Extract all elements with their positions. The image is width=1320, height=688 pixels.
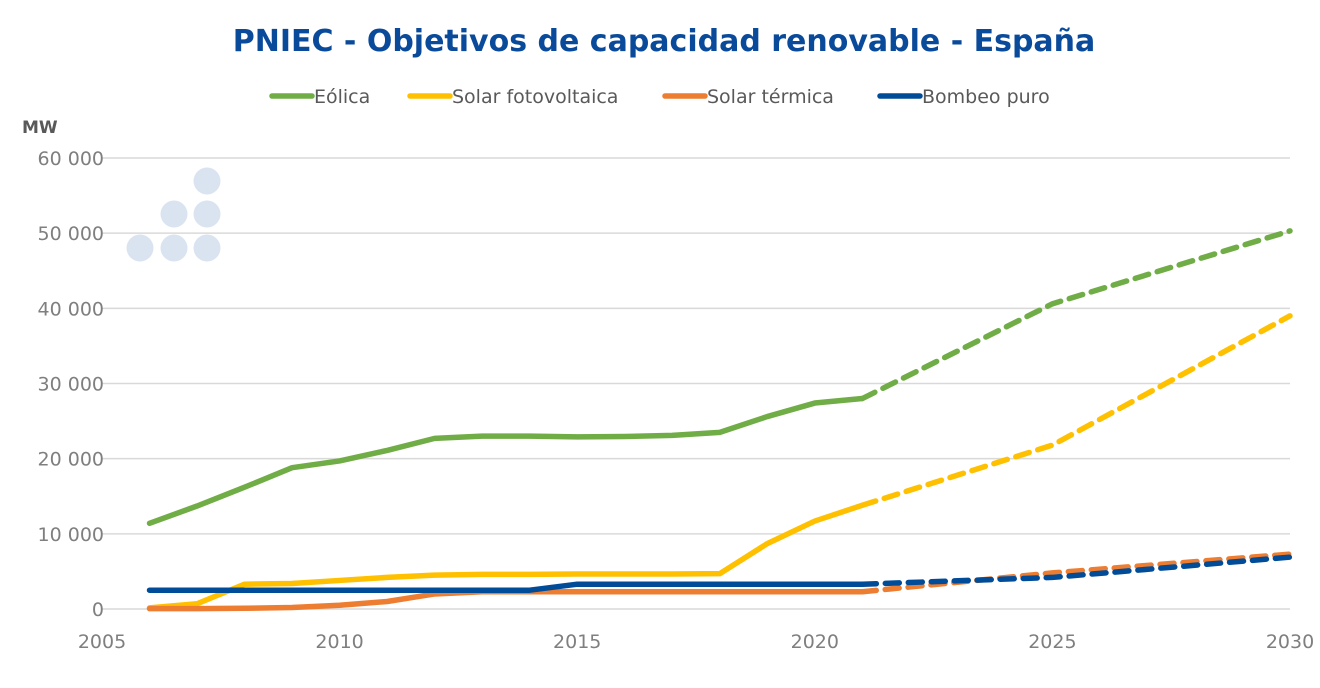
gridlines — [102, 157, 1290, 610]
logo-dot — [160, 200, 188, 228]
legend-item: Solar fotovoltaica — [407, 86, 618, 108]
legend-item: Eólica — [269, 86, 370, 108]
x-axis-ticks: 2005 2010 2015 2020 2025 2030 — [78, 631, 1314, 653]
series-line-projection-1 — [859, 313, 1293, 509]
y-tick-label: 40 000 — [38, 298, 104, 320]
y-axis-ticks: 0 10 000 20 000 30 000 40 000 50 000 60 000 — [38, 148, 104, 621]
legend: Eólica Solar fotovoltaica Solar térmica Bom… — [269, 86, 1050, 108]
dots-logo-icon — [126, 167, 221, 262]
y-tick-label: 60 000 — [38, 148, 104, 170]
chart-title: PNIEC - Objetivos de capacidad renovable… — [233, 24, 1096, 59]
logo-dot — [193, 200, 221, 228]
logo-dot — [126, 234, 154, 262]
x-tick-label: 2030 — [1266, 631, 1314, 653]
x-tick-label: 2005 — [78, 631, 126, 653]
series-line-historical-2 — [146, 588, 866, 612]
legend-label: Solar fotovoltaica — [452, 86, 618, 108]
x-tick-label: 2025 — [1028, 631, 1076, 653]
legend-item: Solar térmica — [662, 86, 834, 108]
y-tick-label: 30 000 — [38, 374, 104, 396]
series-line-projection-3 — [859, 554, 1293, 587]
series-line-historical-0 — [146, 395, 866, 527]
y-tick-label: 10 000 — [38, 524, 104, 546]
legend-label: Bombeo puro — [922, 86, 1050, 108]
x-tick-label: 2015 — [553, 631, 601, 653]
series-line-projection-0 — [859, 228, 1293, 402]
y-tick-label: 0 — [92, 599, 104, 621]
logo-dot — [193, 167, 221, 195]
logo-dot — [193, 234, 221, 262]
series-lines — [146, 228, 1293, 612]
series-line-projection-2 — [859, 551, 1293, 595]
legend-label: Solar térmica — [707, 86, 834, 108]
x-tick-label: 2010 — [315, 631, 363, 653]
legend-item: Bombeo puro — [877, 86, 1050, 108]
logo-dot — [160, 234, 188, 262]
legend-label: Eólica — [314, 86, 370, 108]
x-tick-label: 2020 — [791, 631, 839, 653]
y-axis-unit-label: MW — [22, 118, 58, 138]
series-line-historical-1 — [146, 502, 866, 611]
y-tick-label: 20 000 — [38, 449, 104, 471]
y-tick-label: 50 000 — [38, 223, 104, 245]
series-line-historical-3 — [146, 581, 866, 593]
